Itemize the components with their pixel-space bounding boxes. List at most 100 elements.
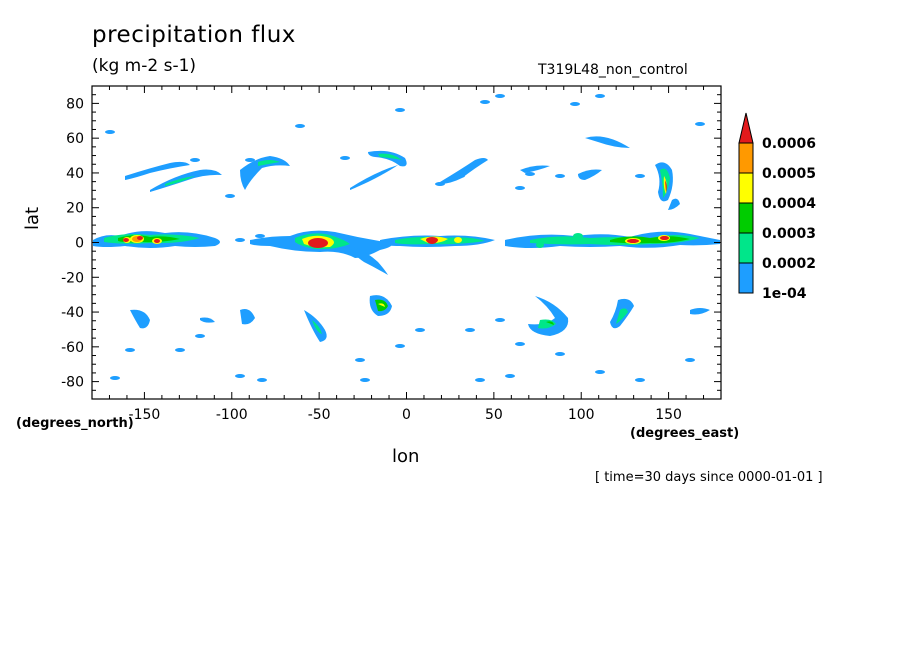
precip-contour bbox=[635, 378, 645, 382]
precip-contour bbox=[395, 344, 405, 348]
precip-contour bbox=[378, 153, 402, 160]
precip-contour bbox=[312, 320, 322, 334]
precip-contour bbox=[665, 180, 667, 192]
precip-contour bbox=[525, 172, 535, 176]
x-tick-label: 150 bbox=[655, 407, 682, 423]
time-label: [ time=30 days since 0000-01-01 ] bbox=[595, 470, 823, 485]
precip-contour bbox=[573, 233, 583, 239]
precip-contour bbox=[378, 303, 385, 307]
precip-contour bbox=[395, 108, 405, 112]
y-tick-labels: 80 60 40 20 0 -20 -40 -60 -80 bbox=[61, 96, 84, 390]
precip-contour bbox=[200, 317, 215, 323]
precip-contour bbox=[255, 234, 265, 238]
precip-contour bbox=[190, 158, 200, 162]
precip-contour bbox=[480, 100, 490, 104]
precip-contour bbox=[123, 238, 129, 242]
precip-contour bbox=[515, 186, 525, 190]
plot-units: (kg m-2 s-1) bbox=[92, 56, 197, 76]
precip-contour bbox=[578, 169, 602, 180]
precip-core bbox=[310, 239, 326, 247]
precip-contour bbox=[595, 370, 605, 374]
precip-contour bbox=[350, 165, 398, 190]
colorbar-swatch bbox=[738, 262, 754, 294]
precip-contour bbox=[295, 124, 305, 128]
y-tick-label: -40 bbox=[61, 305, 84, 321]
precip-contour bbox=[137, 236, 143, 240]
x-axis-label: lon bbox=[392, 446, 420, 467]
precip-contour bbox=[415, 328, 425, 332]
precip-contour bbox=[240, 309, 255, 325]
colorbar-label: 1e-04 bbox=[762, 286, 807, 302]
precip-contour bbox=[455, 174, 465, 178]
precip-contour bbox=[130, 309, 150, 329]
colorbar-swatch bbox=[738, 172, 754, 204]
precip-contour bbox=[110, 376, 120, 380]
precip-contour bbox=[668, 198, 680, 210]
colorbar-label: 0.0003 bbox=[762, 226, 816, 242]
x-axis-units: (degrees_east) bbox=[630, 426, 740, 441]
axis-ticks bbox=[91, 85, 722, 400]
precip-contour bbox=[355, 358, 365, 362]
colorbar-label: 0.0002 bbox=[762, 256, 816, 272]
precipitation-field bbox=[93, 94, 720, 382]
precip-contour bbox=[154, 239, 160, 243]
precip-contour bbox=[195, 334, 205, 338]
precip-contour bbox=[125, 348, 135, 352]
x-tick-label: -50 bbox=[308, 407, 331, 423]
x-tick-label: 50 bbox=[485, 407, 503, 423]
y-tick-label: 0 bbox=[75, 236, 84, 252]
colorbar-swatch bbox=[738, 142, 754, 174]
x-tick-labels: -150 -100 -50 0 50 100 150 bbox=[129, 407, 682, 423]
run-name: T319L48_non_control bbox=[538, 62, 688, 78]
colorbar-label: 0.0006 bbox=[762, 136, 816, 152]
colorbar-swatch bbox=[738, 202, 754, 234]
colorbar-extend-max bbox=[738, 112, 754, 144]
precip-core bbox=[661, 236, 669, 240]
precip-contour bbox=[570, 102, 580, 106]
precip-contour bbox=[616, 308, 628, 324]
y-tick-label: -80 bbox=[61, 375, 84, 391]
precip-contour bbox=[465, 328, 475, 332]
precip-contour bbox=[520, 165, 550, 173]
precip-contour bbox=[595, 94, 605, 98]
precip-contour bbox=[685, 358, 695, 362]
precip-contour bbox=[690, 308, 710, 315]
precip-contour bbox=[245, 158, 255, 162]
precip-contour bbox=[350, 246, 388, 275]
precip-contour bbox=[546, 321, 554, 325]
precip-contour bbox=[495, 94, 505, 98]
x-tick-label: -150 bbox=[129, 407, 161, 423]
precip-contour bbox=[528, 296, 569, 336]
y-tick-label: -20 bbox=[61, 270, 84, 286]
precip-contour bbox=[368, 150, 407, 167]
precip-contour bbox=[235, 238, 245, 242]
colorbar-swatch bbox=[738, 232, 754, 264]
precip-contour bbox=[150, 169, 222, 192]
precip-core bbox=[427, 238, 437, 244]
precip-contour bbox=[258, 160, 280, 166]
x-tick-label: -100 bbox=[216, 407, 248, 423]
precip-contour bbox=[555, 174, 565, 178]
y-tick-label: 40 bbox=[66, 166, 84, 182]
precip-contour bbox=[257, 378, 267, 382]
precip-contour bbox=[585, 136, 630, 148]
precip-contour bbox=[454, 237, 462, 243]
precip-contour bbox=[695, 122, 705, 126]
x-tick-label: 0 bbox=[402, 407, 411, 423]
y-axis-units: (degrees_north) bbox=[16, 416, 134, 431]
precip-core bbox=[628, 239, 638, 243]
precip-contour bbox=[225, 194, 235, 198]
precip-contour bbox=[175, 348, 185, 352]
y-tick-label: 60 bbox=[66, 131, 84, 147]
precip-contour bbox=[635, 174, 645, 178]
precip-contour bbox=[475, 378, 485, 382]
precip-contour bbox=[515, 342, 525, 346]
precip-contour bbox=[440, 158, 488, 184]
precip-contour bbox=[235, 374, 245, 378]
y-tick-label: 80 bbox=[66, 96, 84, 112]
precip-contour bbox=[555, 352, 565, 356]
x-tick-label: 100 bbox=[568, 407, 595, 423]
precip-contour bbox=[240, 156, 290, 190]
precip-contour bbox=[536, 242, 544, 248]
